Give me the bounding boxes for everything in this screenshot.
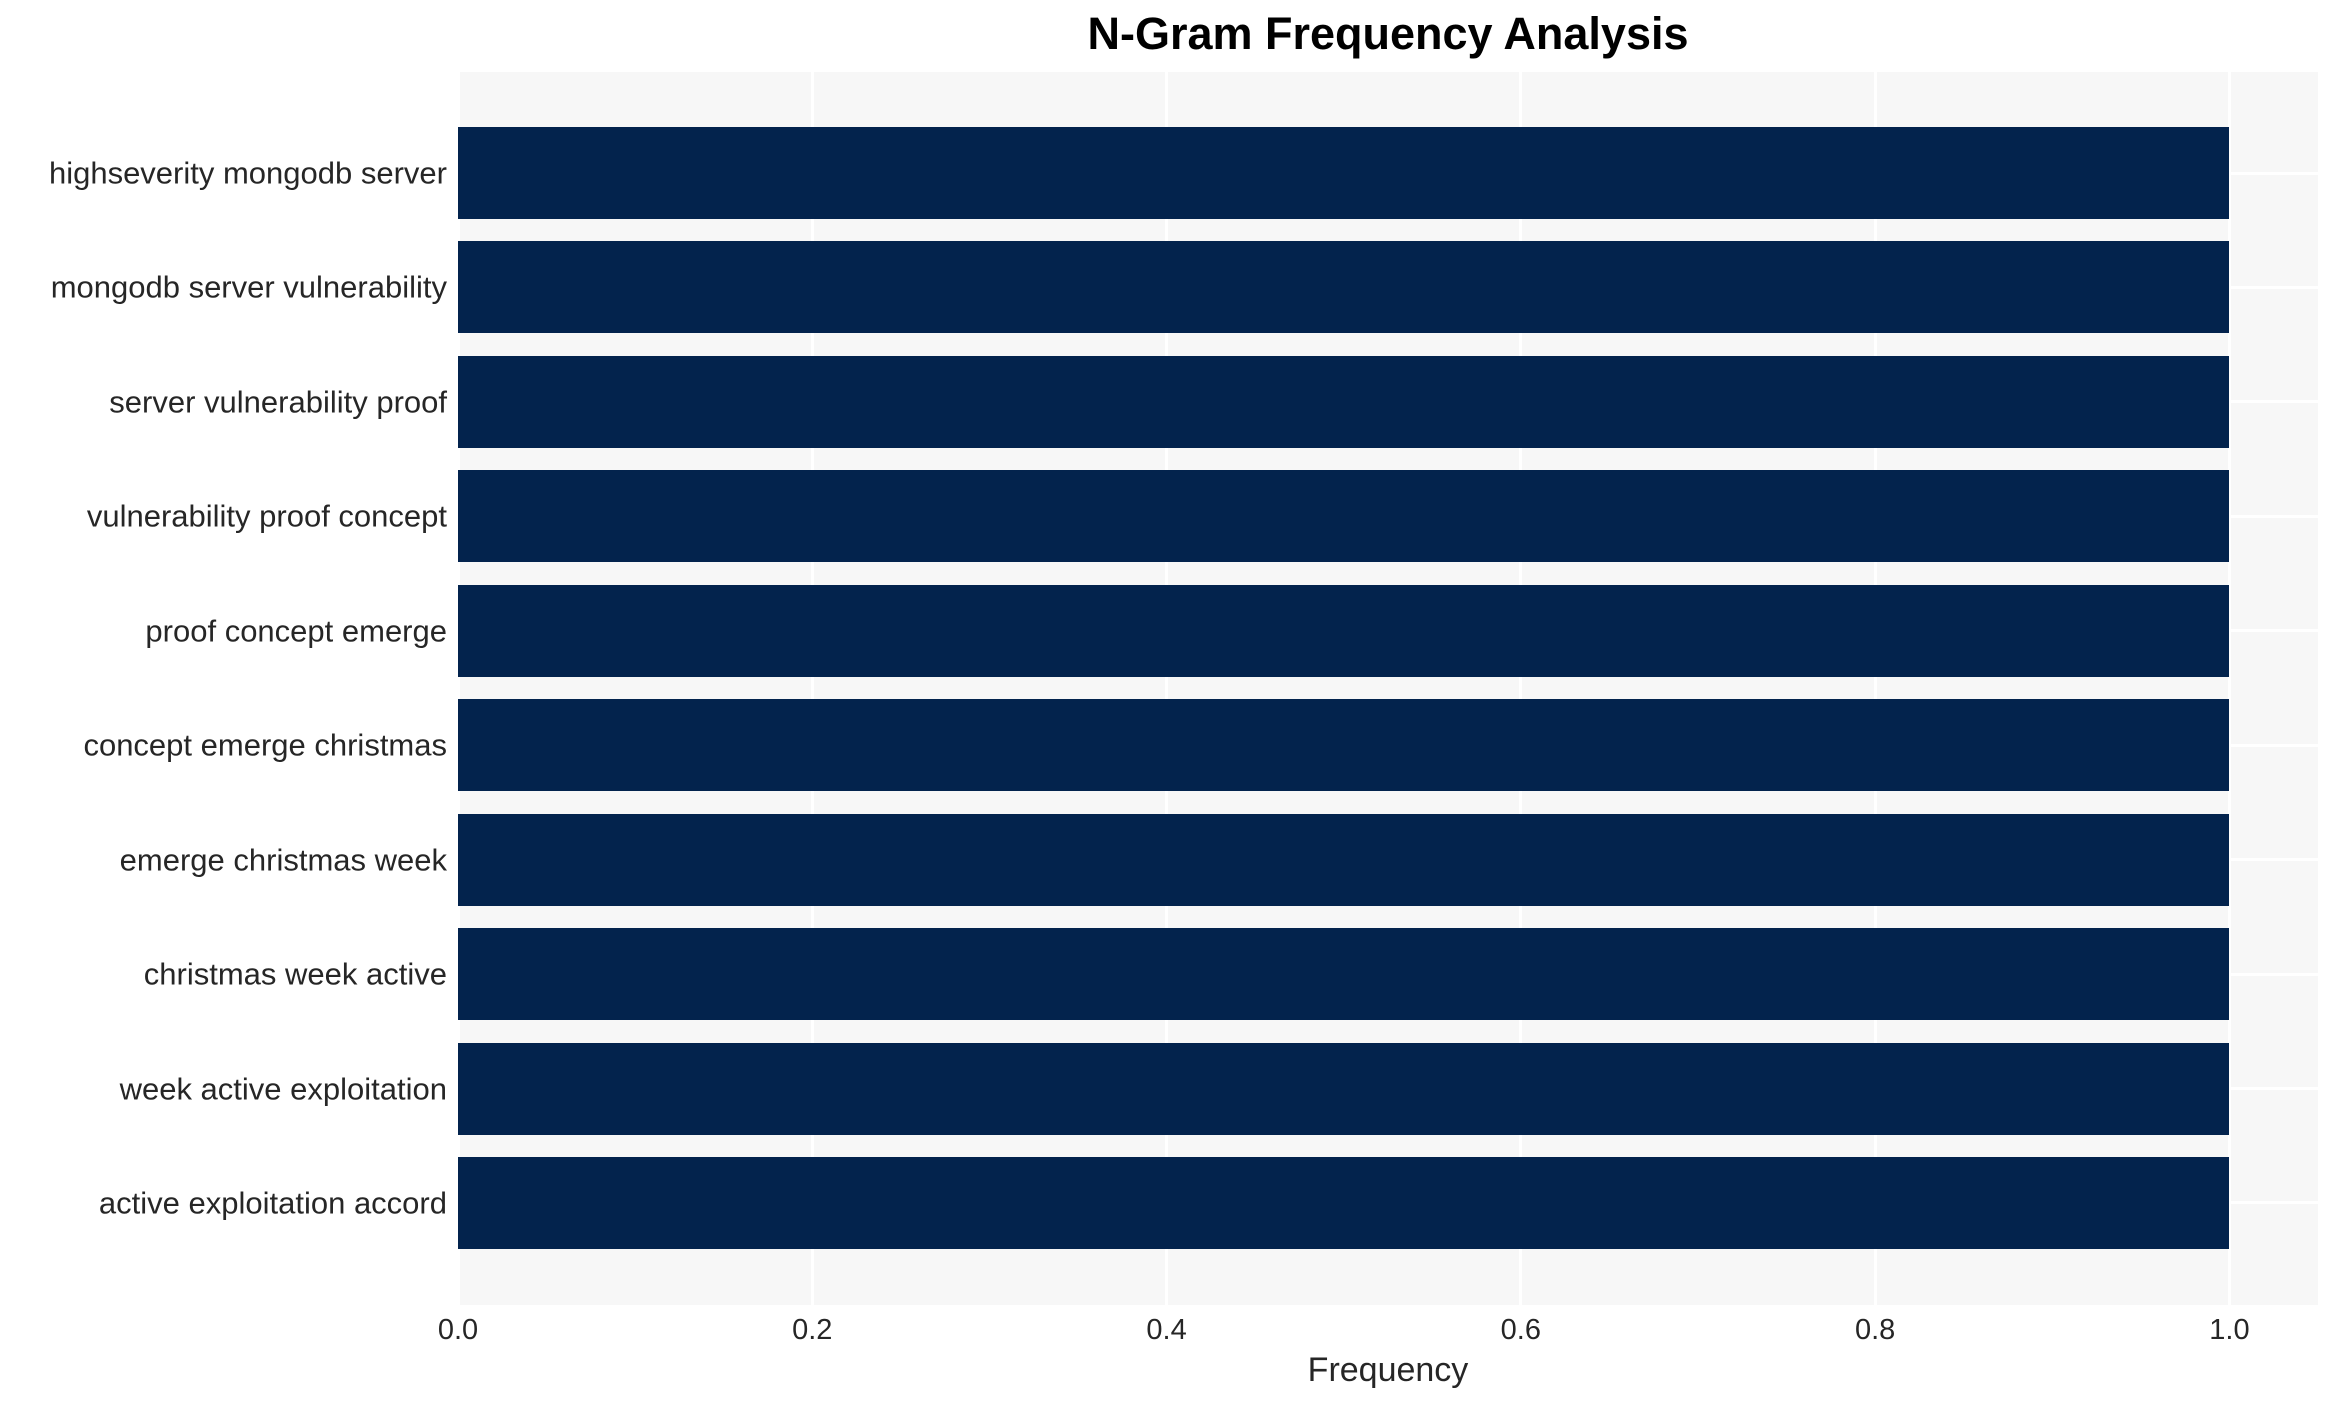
y-tick-label-4: proof concept emerge [145,613,447,649]
x-tick-label-0.0: 0.0 [437,1314,479,1346]
bar-proof-concept-emerge [458,584,2230,677]
x-axis-title: Frequency [1307,1351,1469,1389]
y-tick-label-6: emerge christmas week [119,842,447,878]
bar-emerge-christmas-week [458,813,2230,906]
x-tick-label-0.8: 0.8 [1854,1314,1896,1346]
y-tick-label-2: server vulnerability proof [109,384,447,420]
x-tick-label-0.4: 0.4 [1146,1314,1187,1346]
y-tick-label-5: concept emerge christmas [83,727,447,763]
y-tick-label-7: christmas week active [143,956,447,992]
y-tick-label-8: week active exploitation [119,1071,447,1107]
x-gridline-0.4 [1165,72,1169,1305]
bar-server-vulnerability-proof [458,355,2230,448]
bar-vulnerability-proof-concept [458,470,2230,563]
x-gridline-1.0 [2227,72,2231,1305]
x-gridline-0.2 [810,72,814,1305]
bar-active-exploitation-accord [458,1156,2230,1249]
x-tick-label-0.6: 0.6 [1500,1314,1542,1346]
y-tick-label-0: highseverity mongodb server [48,155,447,191]
x-gridline-0.6 [1519,72,1523,1305]
chart-title: N-Gram Frequency Analysis [1087,8,1689,59]
bar-highseverity-mongodb-server [458,127,2230,219]
bar-mongodb-server-vulnerability [458,241,2230,334]
bar-week-active-exploitation [458,1042,2230,1135]
x-tick-label-1.0: 1.0 [2209,1314,2250,1346]
y-tick-label-1: mongodb server vulnerability [50,269,447,305]
x-gridline-0.8 [1873,72,1877,1305]
x-gridline-0.0 [456,72,460,1305]
plot-area [456,72,2318,1305]
x-tick-label-0.2: 0.2 [792,1314,833,1346]
bar-christmas-week-active [458,928,2230,1021]
y-tick-label-9: active exploitation accord [98,1185,447,1221]
bar-concept-emerge-christmas [458,699,2230,792]
y-tick-label-3: vulnerability proof concept [86,498,447,534]
